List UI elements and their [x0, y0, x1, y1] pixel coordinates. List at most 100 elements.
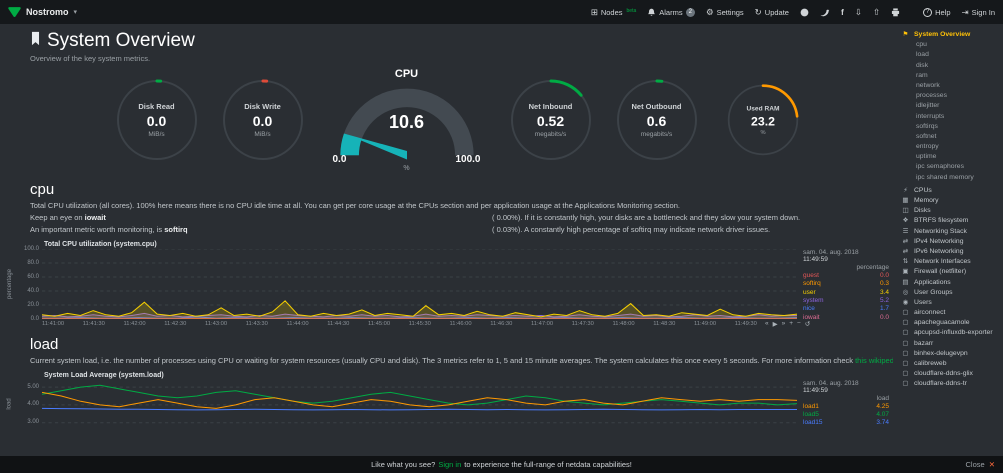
legend-date: sam. 04. aug. 2018	[803, 379, 859, 387]
sidebar-item-binhex-delugevpn[interactable]: ▢ binhex-delugevpn	[901, 349, 999, 359]
sidebar-item-softirqs[interactable]: softirqs	[901, 122, 999, 132]
iowait-keyword: iowait	[84, 212, 106, 222]
nodes-button[interactable]: ⊞ Nodes beta	[591, 8, 637, 17]
legend-row-system[interactable]: system 5.2	[803, 297, 889, 305]
caret-down-icon: ▾	[73, 9, 78, 16]
x-tick-label: 11:45:30	[408, 320, 431, 327]
gauge-cpu[interactable]: CPU 10.6 0.0 100.0%	[327, 68, 487, 172]
sidebar-item-apacheguacamole[interactable]: ▢ apacheguacamole	[901, 318, 999, 328]
twitter-link[interactable]	[820, 8, 830, 17]
sidebar-item-users[interactable]: ◉ Users	[901, 298, 999, 308]
update-button[interactable]: ↻ Update	[755, 8, 789, 17]
sidebar-item-firewall-netfilter[interactable]: ▣ Firewall (netfilter)	[901, 267, 999, 277]
legend-dimension-name: softirq	[803, 280, 821, 288]
y-tick-label: 4.00	[27, 401, 39, 408]
sidebar-item-uptime[interactable]: uptime	[901, 152, 999, 162]
gauge-disk-write[interactable]: Disk Write 0.0 MiB/s	[221, 78, 305, 162]
sidebar-item-softnet[interactable]: softnet	[901, 132, 999, 142]
softirq-value: ( 0.03%).	[492, 224, 523, 234]
signin-button[interactable]: ⇥ Sign In	[962, 8, 995, 17]
chart-plot-area[interactable]	[42, 248, 797, 319]
gauge-disk-read[interactable]: Disk Read 0.0 MiB/s	[115, 78, 199, 162]
sidebar-item-network[interactable]: network	[901, 81, 999, 91]
sidebar-item-airconnect[interactable]: ▢ airconnect	[901, 308, 999, 318]
legend-row-load15[interactable]: load15 3.74	[803, 419, 889, 427]
help-label: Help	[935, 7, 951, 17]
sidebar-item-label: interrupts	[916, 112, 945, 120]
sidebar-item-applications[interactable]: ▤ Applications	[901, 278, 999, 288]
sidebar-item-btrfs-filesystem[interactable]: ❖ BTRFS filesystem	[901, 216, 999, 226]
legend-row-guest[interactable]: guest 0.0	[803, 272, 889, 280]
reset-zoom-icon[interactable]: ↺	[804, 320, 811, 328]
signin-label: Sign In	[971, 7, 995, 17]
sidebar-item-disks[interactable]: ◫ Disks	[901, 206, 999, 216]
sidebar-item-label: uptime	[916, 153, 937, 161]
legend-row-user[interactable]: user 3.4	[803, 289, 889, 297]
gauge-unit: %	[403, 165, 410, 172]
sidebar-item-cloudflare-ddns-glix[interactable]: ▢ cloudflare-ddns-glix	[901, 369, 999, 379]
help-button[interactable]: ? Help	[923, 7, 951, 17]
gauge-net-outbound[interactable]: Net Outbound 0.6 megabits/s	[615, 78, 699, 162]
sidebar-item-label: processes	[916, 92, 947, 100]
wikipedia-link[interactable]: this wikipedia article	[855, 355, 893, 365]
sidebar-item-ipv4-networking[interactable]: ⇄ IPv4 Networking	[901, 237, 999, 247]
container-icon: ▢	[902, 380, 909, 388]
sidebar-item-networking-stack[interactable]: ☰ Networking Stack	[901, 227, 999, 237]
facebook-link[interactable]: f	[841, 8, 844, 17]
x-tick-label: 11:49:30	[734, 320, 757, 327]
sidebar-item-network-interfaces[interactable]: ⇅ Network Interfaces	[901, 257, 999, 267]
legend-row-softirq[interactable]: softirq 0.3	[803, 280, 889, 288]
brand-menu[interactable]: Nostromo ▾	[8, 6, 77, 18]
sidebar-item-load[interactable]: load	[901, 50, 999, 60]
sidebar-item-ram[interactable]: ram	[901, 71, 999, 81]
settings-button[interactable]: ⚙ Settings	[706, 8, 744, 17]
sidebar-item-entropy[interactable]: entropy	[901, 142, 999, 152]
sidebar-item-apcupsd-influxdb-exporter[interactable]: ▢ apcupsd-influxdb-exporter	[901, 328, 999, 338]
banner-close-button[interactable]: Close ✕	[966, 460, 995, 469]
legend-row-load5[interactable]: load5 4.07	[803, 411, 889, 419]
cpu-description-text: Total CPU utilization (all cores). 100% …	[30, 201, 680, 210]
zoom-out-icon[interactable]: −	[797, 319, 801, 327]
gauge-net-inbound[interactable]: Net Inbound 0.52 megabits/s	[509, 78, 593, 162]
close-icon: ✕	[988, 460, 995, 469]
sidebar-item-user-groups[interactable]: ◎ User Groups	[901, 288, 999, 298]
play-icon[interactable]: ▶	[772, 320, 778, 328]
legend-row-iowait[interactable]: iowait 0.0	[803, 314, 889, 322]
pan-right-icon[interactable]: »	[781, 319, 786, 327]
zoom-in-icon[interactable]: +	[789, 319, 794, 327]
container-icon: ▢	[902, 370, 909, 378]
gauge-used-ram[interactable]: Used RAM 23.2%	[726, 83, 800, 157]
chart-legend: sam. 04. aug. 2018 11:49:59 percentage g…	[797, 249, 889, 322]
sidebar-item-cloudflare-ddns-tr[interactable]: ▢ cloudflare-ddns-tr	[901, 379, 999, 389]
chart-plot-area[interactable]	[42, 380, 797, 428]
sidebar-item-ipc-semaphores[interactable]: ipc semaphores	[901, 162, 999, 172]
sidebar-item-bazarr[interactable]: ▢ bazarr	[901, 339, 999, 349]
x-tick-label: 11:44:00	[286, 320, 309, 327]
sidebar-item-ipc-shared-memory[interactable]: ipc shared memory	[901, 173, 999, 183]
interfaces-icon: ⇅	[902, 258, 909, 266]
gauge-title: Disk Write	[244, 102, 281, 111]
import-snapshot-button[interactable]: ⇧	[873, 8, 880, 17]
github-link[interactable]	[800, 8, 809, 17]
sidebar-item-cpus[interactable]: ⚡ CPUs	[901, 186, 999, 196]
sidebar-item-ipv6-networking[interactable]: ⇄ IPv6 Networking	[901, 247, 999, 257]
legend-row-load1[interactable]: load1 4.25	[803, 403, 889, 411]
legend-row-nice[interactable]: nice 1.7	[803, 305, 889, 313]
sidebar-item-disk[interactable]: disk	[901, 61, 999, 71]
sidebar-item-label: ipc shared memory	[916, 173, 974, 181]
sidebar-item-calibreweb[interactable]: ▢ calibreweb	[901, 359, 999, 369]
sidebar-item-interrupts[interactable]: interrupts	[901, 112, 999, 122]
sidebar-item-processes[interactable]: processes	[901, 91, 999, 101]
sidebar-item-idlejitter[interactable]: idlejitter	[901, 101, 999, 111]
alarms-button[interactable]: Alarms 2	[647, 7, 695, 17]
print-button[interactable]	[891, 7, 900, 17]
export-snapshot-button[interactable]: ⇩	[855, 8, 862, 17]
sidebar-item-memory[interactable]: ▦ Memory	[901, 196, 999, 206]
gauge-ring	[222, 79, 303, 161]
sidebar-item-cpu[interactable]: cpu	[901, 40, 999, 50]
chart-legend: sam. 04. aug. 2018 11:49:59 load load1 4.…	[797, 380, 889, 428]
banner-signin-link[interactable]: Sign in	[438, 460, 462, 469]
pan-left-icon[interactable]: «	[765, 319, 769, 327]
sidebar-item-system-overview[interactable]: ⚑ System Overview	[901, 30, 999, 40]
sidebar-item-label: binhex-delugevpn	[914, 349, 968, 357]
